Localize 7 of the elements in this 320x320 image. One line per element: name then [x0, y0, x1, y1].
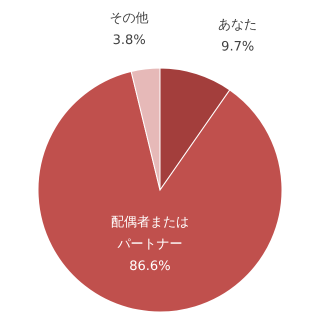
data-label: 9.7% — [221, 38, 254, 54]
slice-label: その他 — [110, 10, 149, 26]
data-label: 86.6% — [129, 258, 171, 274]
slice-label: あなた — [218, 16, 258, 32]
slice-label: 配偶者またはパートナー — [110, 214, 189, 252]
pie-slice — [38, 70, 282, 312]
data-label: 3.8% — [112, 32, 146, 48]
